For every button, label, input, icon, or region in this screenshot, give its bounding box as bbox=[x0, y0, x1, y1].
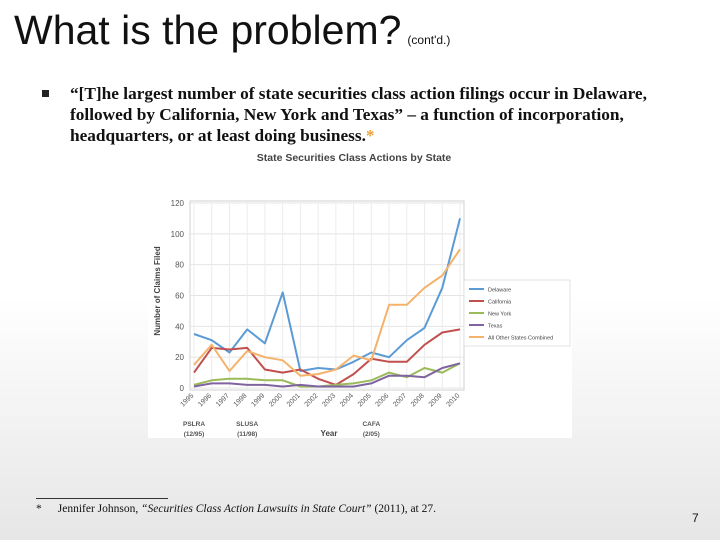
title-suffix: (cont'd.) bbox=[407, 33, 451, 47]
y-axis-label: Number of Claims Filed bbox=[153, 246, 162, 335]
footnote-marker: * bbox=[36, 503, 42, 515]
x-tick-label: 2004 bbox=[339, 392, 355, 408]
y-tick-label: 120 bbox=[171, 199, 185, 208]
x-tick-label: 1995 bbox=[179, 392, 195, 408]
chart-title: State Securities Class Actions by State bbox=[257, 152, 452, 164]
x-tick-label: 2008 bbox=[410, 392, 426, 408]
bullet-quote: “[T]he largest number of state securitie… bbox=[70, 83, 670, 146]
series-line bbox=[193, 328, 461, 386]
legislation-annotation: (2/05) bbox=[363, 431, 380, 438]
square-bullet-icon bbox=[42, 90, 49, 97]
legend-label: California bbox=[488, 300, 512, 306]
series-line bbox=[193, 248, 461, 377]
x-tick-label: 1999 bbox=[250, 392, 266, 408]
footnote-rest: (2011), at 27. bbox=[371, 503, 437, 515]
legislation-annotation: SLUSA bbox=[236, 421, 258, 428]
legend-label: All Other States Combined bbox=[488, 336, 553, 342]
chart-image: State Securities Class Actions by State … bbox=[148, 148, 572, 438]
y-tick-label: 0 bbox=[180, 384, 185, 393]
x-tick-label: 2002 bbox=[304, 392, 320, 408]
x-tick-label: 2009 bbox=[428, 392, 444, 408]
legend-label: New York bbox=[488, 312, 511, 318]
y-tick-label: 20 bbox=[175, 353, 184, 362]
y-tick-label: 100 bbox=[171, 230, 185, 239]
x-tick-label: 2010 bbox=[445, 392, 461, 408]
footnote-title: “Securities Class Action Lawsuits in Sta… bbox=[141, 503, 372, 515]
x-tick-label: 2007 bbox=[392, 392, 408, 408]
footnote-divider bbox=[36, 498, 168, 499]
y-tick-label: 60 bbox=[175, 292, 184, 301]
line-chart: State Securities Class Actions by State … bbox=[153, 152, 571, 438]
legend-label: Delaware bbox=[488, 288, 511, 294]
legislation-annotation: (12/95) bbox=[184, 431, 205, 438]
footnote-reference: * bbox=[365, 126, 375, 145]
x-tick-label: 2000 bbox=[268, 392, 284, 408]
x-axis-label: Year bbox=[321, 429, 338, 438]
x-tick-label: 1998 bbox=[233, 392, 249, 408]
legend-label: Texas bbox=[488, 324, 503, 330]
title-text: What is the problem? bbox=[14, 7, 402, 53]
x-tick-label: 1997 bbox=[215, 392, 231, 408]
series-line bbox=[193, 362, 461, 388]
quote-text: “[T]he largest number of state securitie… bbox=[70, 84, 647, 145]
footnote-author: Jennifer Johnson, bbox=[57, 503, 142, 515]
y-tick-label: 40 bbox=[175, 322, 184, 331]
series-line bbox=[193, 218, 461, 372]
footnote: * Jennifer Johnson, “Securities Class Act… bbox=[36, 503, 436, 515]
legislation-annotation: PSLRA bbox=[183, 421, 205, 428]
legislation-annotation: CAFA bbox=[362, 421, 380, 428]
x-tick-label: 2006 bbox=[375, 392, 391, 408]
page-number: 7 bbox=[692, 511, 699, 525]
y-tick-label: 80 bbox=[175, 261, 184, 270]
x-tick-label: 1996 bbox=[197, 392, 213, 408]
slide-title: What is the problem? (cont'd.) bbox=[14, 10, 450, 51]
legislation-annotation: (11/98) bbox=[237, 431, 257, 438]
x-tick-label: 2005 bbox=[357, 392, 373, 408]
x-tick-label: 2001 bbox=[286, 392, 302, 408]
x-tick-label: 2003 bbox=[321, 392, 337, 408]
